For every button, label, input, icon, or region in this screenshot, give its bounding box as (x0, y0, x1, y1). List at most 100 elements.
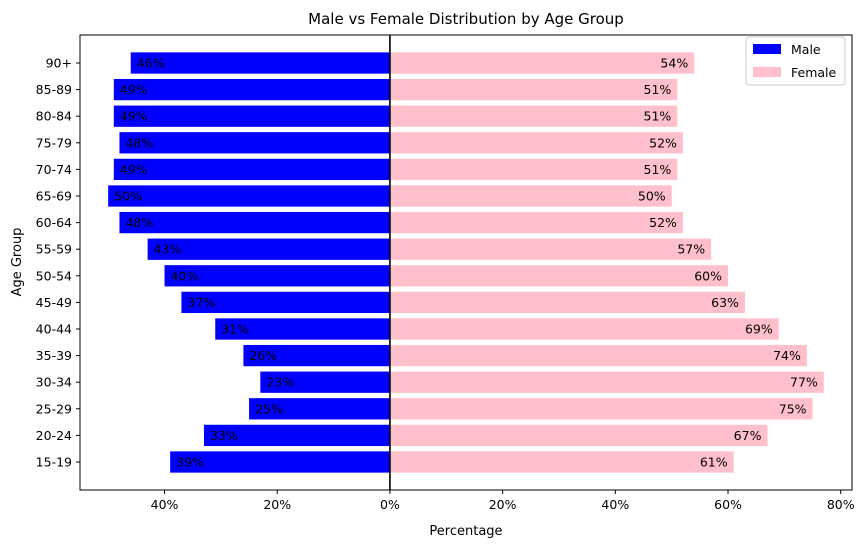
bar-male-20-24 (203, 424, 390, 447)
y-tick-label-45-49: 45-49 (36, 295, 72, 310)
data-label-female-75-79: 52% (649, 135, 677, 150)
bar-male-65-69 (108, 185, 390, 207)
y-axis-label: Age Group (10, 228, 25, 297)
data-label-male-25-29: 25% (255, 401, 283, 416)
data-label-female-80-84: 51% (644, 109, 672, 124)
bar-female-45-49 (389, 291, 745, 314)
y-tick-label-25-29: 25-29 (36, 401, 72, 416)
bar-female-80-84 (389, 105, 678, 127)
data-label-female-65-69: 50% (638, 189, 666, 204)
legend-label-male: Male (791, 42, 821, 57)
plot-frame (79, 34, 853, 491)
bar-male-25-29 (249, 398, 390, 420)
data-label-female-85-89: 51% (644, 82, 672, 97)
data-label-male-50-54: 40% (171, 268, 199, 283)
y-tick-label-50-54: 50-54 (36, 268, 72, 283)
y-axis: 15-19 20-24 25-29 30-34 35-39 40-44 45-49 50-54… (36, 56, 80, 470)
bar-female-25-29 (389, 398, 813, 420)
data-label-male-65-69: 50% (114, 189, 142, 204)
x-axis: 40% 20% 0% 20% 40% 60% 80% (151, 490, 855, 512)
x-tick-label: 20% (489, 497, 517, 512)
data-label-male-55-59: 43% (154, 242, 182, 257)
bar-female-30-34 (389, 371, 824, 393)
y-tick-label-70-74: 70-74 (36, 162, 72, 177)
bar-female-20-24 (389, 424, 768, 447)
data-label-male-85-89: 49% (120, 82, 148, 97)
bar-female-70-74 (389, 158, 678, 181)
bar-male-75-79 (119, 132, 390, 154)
data-label-male-80-84: 49% (120, 109, 148, 124)
bar-male-90+ (130, 52, 390, 74)
data-label-female-45-49: 63% (711, 295, 739, 310)
x-tick-label: 40% (601, 497, 629, 512)
data-label-female-60-64: 52% (649, 215, 677, 230)
y-tick-label-65-69: 65-69 (36, 189, 72, 204)
data-label-male-90+: 46% (137, 56, 165, 71)
bar-female-75-79 (389, 132, 683, 154)
bar-male-80-84 (113, 105, 390, 127)
y-tick-label-35-39: 35-39 (36, 348, 72, 363)
bar-female-55-59 (389, 238, 712, 260)
bar-male-45-49 (181, 291, 390, 314)
legend: Male Female (745, 36, 846, 86)
data-label-male-15-19: 39% (176, 455, 204, 470)
data-label-female-20-24: 67% (734, 428, 762, 443)
data-label-male-30-34: 23% (266, 375, 294, 390)
x-tick-label: 80% (827, 497, 855, 512)
y-tick-label-55-59: 55-59 (36, 242, 72, 257)
bar-male-40-44 (215, 318, 390, 340)
bar-male-15-19 (170, 451, 390, 473)
x-tick-label: 20% (263, 497, 291, 512)
bar-male-50-54 (164, 265, 390, 287)
bar-male-30-34 (260, 371, 390, 393)
y-tick-label-20-24: 20-24 (36, 428, 72, 443)
bar-male-85-89 (113, 78, 390, 101)
x-tick-label: 40% (151, 497, 179, 512)
data-label-female-70-74: 51% (644, 162, 672, 177)
data-label-female-55-59: 57% (677, 242, 705, 257)
data-label-female-35-39: 74% (773, 348, 801, 363)
bar-female-85-89 (389, 78, 678, 101)
bar-male-55-59 (147, 238, 390, 260)
bar-female-60-64 (389, 211, 683, 234)
data-label-male-60-64: 48% (125, 215, 153, 230)
data-label-male-35-39: 26% (249, 348, 277, 363)
x-tick-label: 0% (380, 497, 400, 512)
bar-female-90+ (389, 52, 695, 74)
data-label-male-45-49: 37% (187, 295, 215, 310)
y-tick-label-75-79: 75-79 (36, 135, 72, 150)
data-label-female-40-44: 69% (745, 322, 773, 337)
legend-swatch-female (753, 67, 781, 77)
bar-female-65-69 (389, 185, 672, 207)
legend-label-female: Female (791, 65, 837, 80)
data-label-male-75-79: 48% (125, 135, 153, 150)
bar-female-50-54 (389, 265, 729, 287)
data-label-male-70-74: 49% (120, 162, 148, 177)
y-tick-label-40-44: 40-44 (36, 322, 72, 337)
y-tick-label-85-89: 85-89 (36, 82, 72, 97)
chart-title: Male vs Female Distribution by Age Group (308, 10, 624, 28)
data-label-female-90+: 54% (660, 56, 688, 71)
data-label-female-25-29: 75% (779, 401, 807, 416)
data-label-male-40-44: 31% (221, 322, 249, 337)
bar-female-35-39 (389, 344, 807, 367)
y-tick-label-90+: 90+ (46, 56, 72, 71)
legend-swatch-male (753, 44, 781, 54)
data-label-female-50-54: 60% (694, 268, 722, 283)
y-tick-label-80-84: 80-84 (36, 109, 72, 124)
y-tick-label-30-34: 30-34 (36, 375, 72, 390)
bar-male-70-74 (113, 158, 390, 181)
data-label-male-20-24: 33% (210, 428, 238, 443)
y-tick-label-15-19: 15-19 (36, 455, 72, 470)
x-axis-label: Percentage (429, 524, 502, 539)
bars-group: 39%33%25%23%26%31%37%40%43%48%50%49%48%4… (108, 52, 824, 473)
y-tick-label-60-64: 60-64 (36, 215, 72, 230)
data-label-female-15-19: 61% (700, 455, 728, 470)
data-label-female-30-34: 77% (790, 375, 818, 390)
bar-male-35-39 (243, 344, 390, 367)
bar-female-40-44 (389, 318, 779, 340)
x-tick-label: 60% (714, 497, 742, 512)
bar-male-60-64 (119, 211, 390, 234)
bar-female-15-19 (389, 451, 734, 473)
